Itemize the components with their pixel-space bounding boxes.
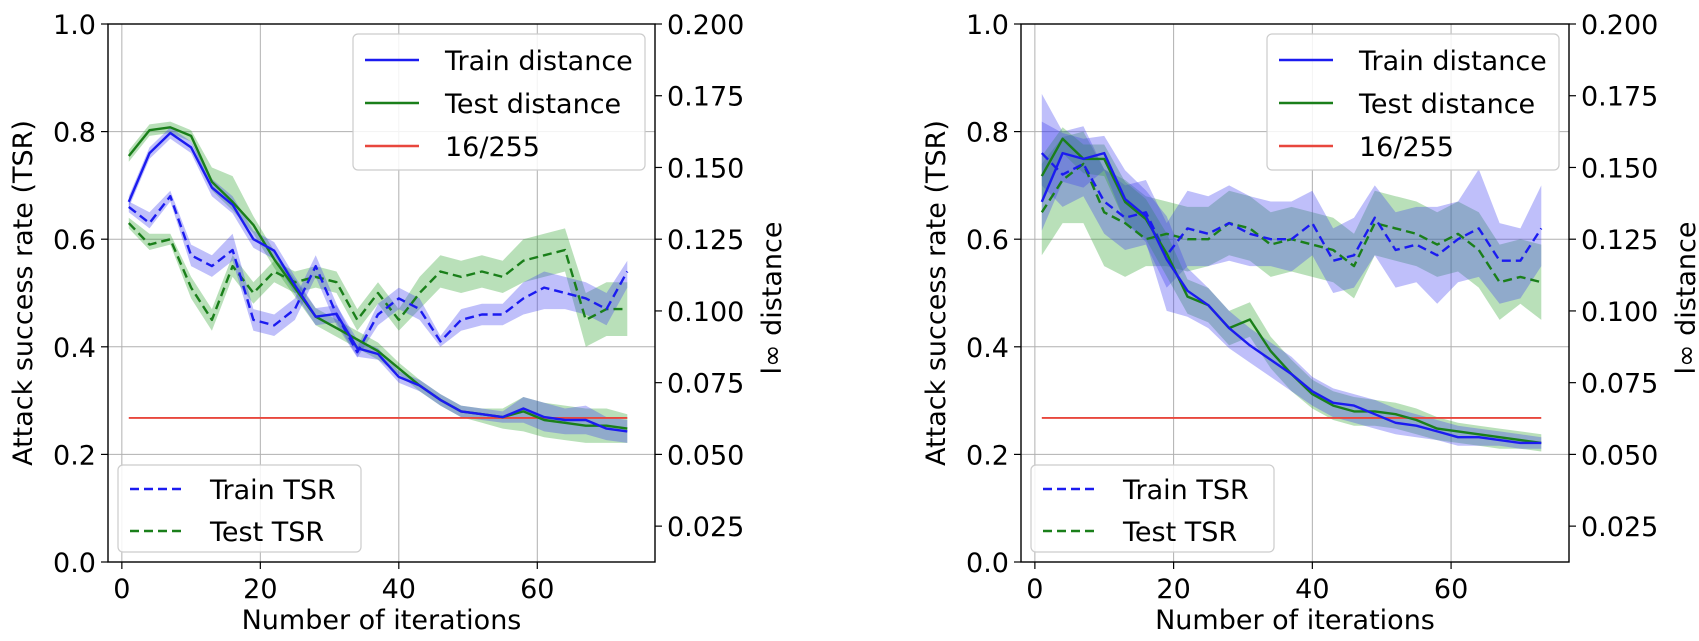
- legend-label: Test TSR: [1122, 517, 1237, 548]
- y-tick-label: 0.8: [966, 118, 1009, 149]
- y-tick-label: 0.4: [53, 333, 96, 364]
- y2-tick-label: 0.100: [1581, 297, 1658, 328]
- band-test-tsr: [1041, 131, 1542, 320]
- legend-label: Test distance: [1358, 89, 1535, 120]
- y2-tick-label: 0.125: [1581, 225, 1658, 256]
- band-train-tsr: [128, 190, 628, 358]
- y-tick-label: 0.4: [966, 333, 1009, 364]
- band-train-distance: [128, 127, 628, 443]
- x-tick-label: 20: [243, 574, 277, 605]
- legend-label: 16/255: [445, 132, 540, 163]
- chart-right: 0 20 40 60 0.0 0.2 0.4 0.6 0.8 1.0 0.025 0.050 0.075…: [921, 10, 1699, 636]
- line-train-distance: [1040, 151, 1542, 445]
- chart-left: 0 20 40 60 0.0 0.2 0.4 0.6 0.8 1.0 0.025 0.050 0.075…: [8, 10, 788, 636]
- x-tick-label: 60: [520, 574, 554, 605]
- x-tick-label: 40: [1295, 574, 1329, 605]
- y-tick-label: 0.2: [966, 440, 1009, 471]
- line-test-distance: [127, 126, 628, 430]
- legend-upper: Train distance Test distance 16/255: [352, 33, 646, 171]
- legend-lower: Train TSR Test TSR: [117, 464, 362, 553]
- y2-axis-label: l∞ distance: [757, 222, 788, 375]
- y2-tick-label: 0.050: [667, 440, 744, 471]
- line-train-tsr: [128, 194, 629, 354]
- y-tick-label: 1.0: [966, 10, 1009, 41]
- legend-label: Test distance: [444, 89, 621, 120]
- y2-tick-label: 0.150: [667, 153, 744, 184]
- legend-label: Train TSR: [209, 475, 336, 506]
- y-tick-label: 0.6: [966, 225, 1009, 256]
- x-tick-label: 60: [1434, 574, 1468, 605]
- legend-label: Train distance: [1358, 46, 1547, 77]
- x-tick-label: 0: [113, 574, 130, 605]
- y2-tick-label: 0.100: [667, 297, 744, 328]
- y2-tick-label: 0.150: [1581, 153, 1658, 184]
- legend-label: 16/255: [1359, 132, 1454, 163]
- y-tick-label: 0.0: [53, 548, 96, 579]
- axes-frame: [107, 23, 656, 563]
- legend-upper: Train distance Test distance 16/255: [1266, 33, 1560, 171]
- line-test-distance: [1040, 137, 1542, 445]
- y2-axis-label: l∞ distance: [1671, 222, 1699, 375]
- y-tick-label: 1.0: [53, 10, 96, 41]
- x-axis-label: Number of iterations: [1155, 605, 1435, 636]
- y2-tick-label: 0.175: [1581, 82, 1658, 113]
- x-axis-label: Number of iterations: [242, 605, 522, 636]
- y-tick-label: 0.0: [966, 548, 1009, 579]
- y-tick-label: 0.2: [53, 440, 96, 471]
- axes-frame: [1020, 23, 1570, 563]
- legend-lower: Train TSR Test TSR: [1030, 464, 1275, 553]
- y2-tick-label: 0.075: [667, 369, 744, 400]
- band-test-tsr: [128, 217, 628, 347]
- y2-tick-label: 0.200: [667, 10, 744, 41]
- band-train-distance: [1041, 121, 1542, 449]
- y2-tick-label: 0.025: [1581, 512, 1658, 543]
- legend-label: Test TSR: [209, 517, 324, 548]
- y2-tick-label: 0.025: [667, 512, 744, 543]
- legend-label: Train TSR: [1122, 475, 1249, 506]
- plot-area: [1040, 93, 1543, 452]
- x-tick-label: 0: [1026, 574, 1043, 605]
- band-test-distance: [128, 121, 628, 443]
- legend-upper-box: [1266, 33, 1560, 171]
- legend-label: Train distance: [444, 46, 633, 77]
- y-axis-label: Attack success rate (TSR): [8, 120, 39, 466]
- y2-tick-label: 0.075: [1581, 369, 1658, 400]
- line-test-tsr: [127, 222, 628, 322]
- y2-tick-label: 0.200: [1581, 10, 1658, 41]
- line-train-distance: [127, 131, 628, 433]
- y2-tick-label: 0.050: [1581, 440, 1658, 471]
- y2-tick-label: 0.125: [667, 225, 744, 256]
- x-tick-label: 20: [1156, 574, 1190, 605]
- line-train-tsr: [1040, 152, 1543, 262]
- y-tick-label: 0.8: [53, 118, 96, 149]
- y-tick-label: 0.6: [53, 225, 96, 256]
- y-axis-label: Attack success rate (TSR): [921, 120, 952, 466]
- legend-upper-box: [352, 33, 646, 171]
- x-tick-label: 40: [382, 574, 416, 605]
- plot-area: [127, 121, 629, 443]
- y2-tick-label: 0.175: [667, 82, 744, 113]
